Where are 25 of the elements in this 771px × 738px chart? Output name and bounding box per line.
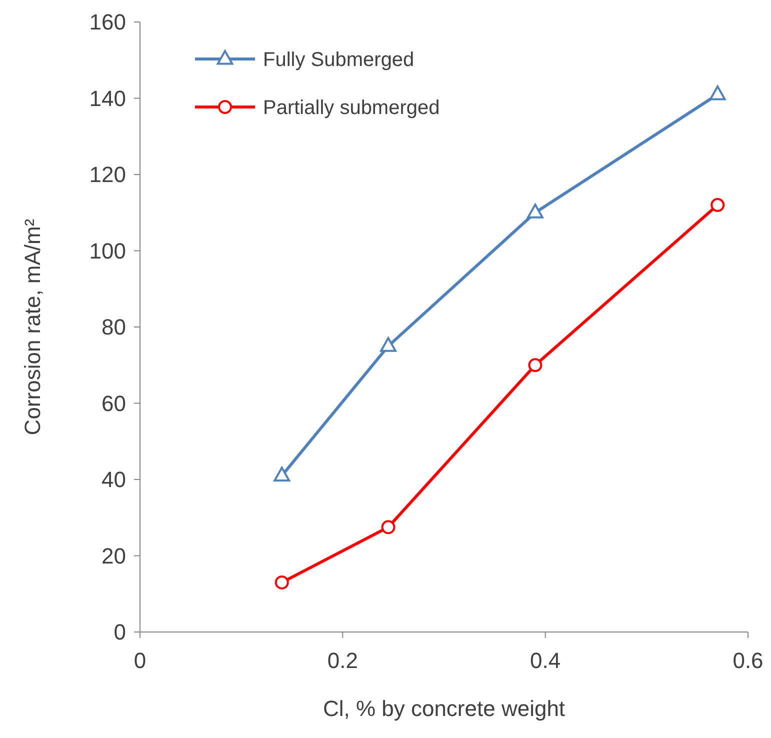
y-tick-label: 20: [102, 543, 126, 568]
legend-label: Partially submerged: [263, 97, 440, 119]
point: [527, 204, 544, 218]
y-tick-label: 80: [102, 314, 126, 340]
y-tick-label: 100: [89, 238, 126, 264]
y-tick-label: 40: [102, 467, 126, 492]
point: [274, 575, 289, 590]
y-tick-label: 0: [114, 620, 126, 645]
x-tick-label: 0.2: [327, 648, 358, 673]
y-tick-label: 60: [102, 390, 126, 416]
x-tick-label: 0.4: [530, 648, 561, 673]
point: [381, 520, 396, 534]
point: [710, 198, 725, 212]
y-tick-label: 160: [89, 10, 126, 35]
y-tick-label: 140: [89, 86, 126, 111]
x-tick-label: 0.6: [732, 648, 764, 673]
x-axis-title: Cl, % by concrete weight: [322, 696, 566, 721]
y-axis-title: Corrosion rate, mA/m²: [20, 218, 45, 436]
x-tick-label: 0: [134, 648, 146, 673]
y-tick-label: 120: [89, 162, 126, 188]
point: [709, 85, 726, 100]
point: [380, 337, 396, 352]
point: [274, 466, 290, 482]
point: [528, 358, 542, 372]
legend-label: Fully Submerged: [263, 49, 414, 71]
